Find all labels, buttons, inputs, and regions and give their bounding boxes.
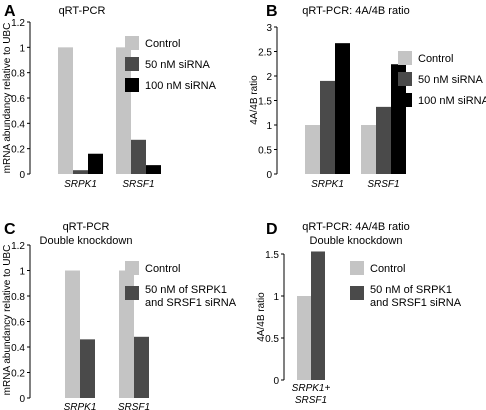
chart-title: qRT-PCR [63,221,110,233]
y-axis-label: mRNA abundancy relative to UBC [2,23,13,174]
y-tick-label: 0.5 [265,334,279,345]
y-tick-label: 0 [19,170,25,181]
legend-label: 50 nM siRNA [418,74,483,86]
panel-letter: B [266,3,278,20]
bar [320,80,335,174]
y-tick-label: 0.6 [11,94,25,105]
bar [376,106,391,174]
legend-swatch [350,261,364,275]
bar [311,251,325,380]
y-tick-label: 1.2 [11,241,25,252]
chart-title: qRT-PCR: 4A/4B ratio [302,5,409,17]
legend-swatch [398,93,412,107]
y-tick-label: 0.4 [11,119,25,130]
y-tick-label: 0.8 [11,292,25,303]
y-tick-label: 1 [273,292,279,303]
category-label: SRSF1 [367,179,399,190]
legend-swatch [125,261,139,275]
y-axis-label: 4A/4B ratio [256,292,267,342]
legend-label: 50 nM of SRPK1 [370,284,452,296]
legend-swatch [125,78,139,92]
category-label: SRPK1+ [292,383,331,394]
panel-letter: D [266,221,278,238]
y-tick-label: 1.2 [11,18,25,29]
y-tick-label: 2.5 [258,48,272,59]
y-tick-label: 2 [266,72,272,83]
chart-title: qRT-PCR: 4A/4B ratio [302,221,409,233]
bar [391,64,406,174]
legend-label: 100 nM siRNA [418,95,486,107]
y-tick-label: 0.2 [11,145,25,156]
legend-label: Control [145,38,180,50]
y-tick-label: 1.5 [265,250,279,261]
panel-letter: C [4,221,16,238]
bar [305,125,320,174]
chart-title: qRT-PCR [59,5,106,17]
bar [297,296,311,380]
y-axis-label: mRNA abundancy relative to UBC [2,245,13,396]
bar [146,165,161,174]
y-tick-label: 0.5 [258,146,272,157]
panel-letter: A [4,3,16,20]
y-tick-label: 1 [266,121,272,132]
bar [88,153,103,174]
legend-swatch [125,57,139,71]
legend-label: Control [145,263,180,275]
bar [131,139,146,174]
legend-label: and SRSF1 siRNA [145,297,237,309]
category-label: SRSF1 [295,395,327,406]
bar [58,47,73,175]
legend-swatch [398,51,412,65]
legend-swatch [125,36,139,50]
y-tick-label: 0.8 [11,69,25,80]
bar [80,339,95,398]
legend-label: and SRSF1 siRNA [370,297,462,309]
bar [335,43,350,174]
bar [134,336,149,398]
legend-swatch [350,286,364,300]
category-label: SRPK1 [64,402,97,410]
y-tick-label: 1 [19,267,25,278]
legend-label: Control [418,53,453,65]
y-tick-label: 0.2 [11,369,25,380]
category-label: SRSF1 [118,402,150,410]
y-tick-label: 0.4 [11,343,25,354]
legend-label: Control [370,263,405,275]
category-label: SRSF1 [122,179,154,190]
legend-label: 50 nM of SRPK1 [145,284,227,296]
y-tick-label: 0 [266,170,272,181]
y-tick-label: 1 [19,43,25,54]
y-tick-label: 0 [273,376,279,387]
legend-swatch [125,286,139,300]
chart-subtitle: Double knockdown [40,235,133,247]
y-tick-label: 0.6 [11,318,25,329]
y-tick-label: 3 [266,23,272,34]
y-axis-label: 4A/4B ratio [249,75,260,125]
y-tick-label: 1.5 [258,97,272,108]
bar [65,270,80,398]
category-label: SRPK1 [64,179,97,190]
y-tick-label: 0 [19,394,25,405]
legend-swatch [398,72,412,86]
bar [361,125,376,174]
bar [73,170,88,174]
category-label: SRPK1 [311,179,344,190]
legend-label: 50 nM siRNA [145,59,210,71]
legend-label: 100 nM siRNA [145,80,217,92]
chart-subtitle: Double knockdown [310,235,403,247]
bar [119,270,134,398]
